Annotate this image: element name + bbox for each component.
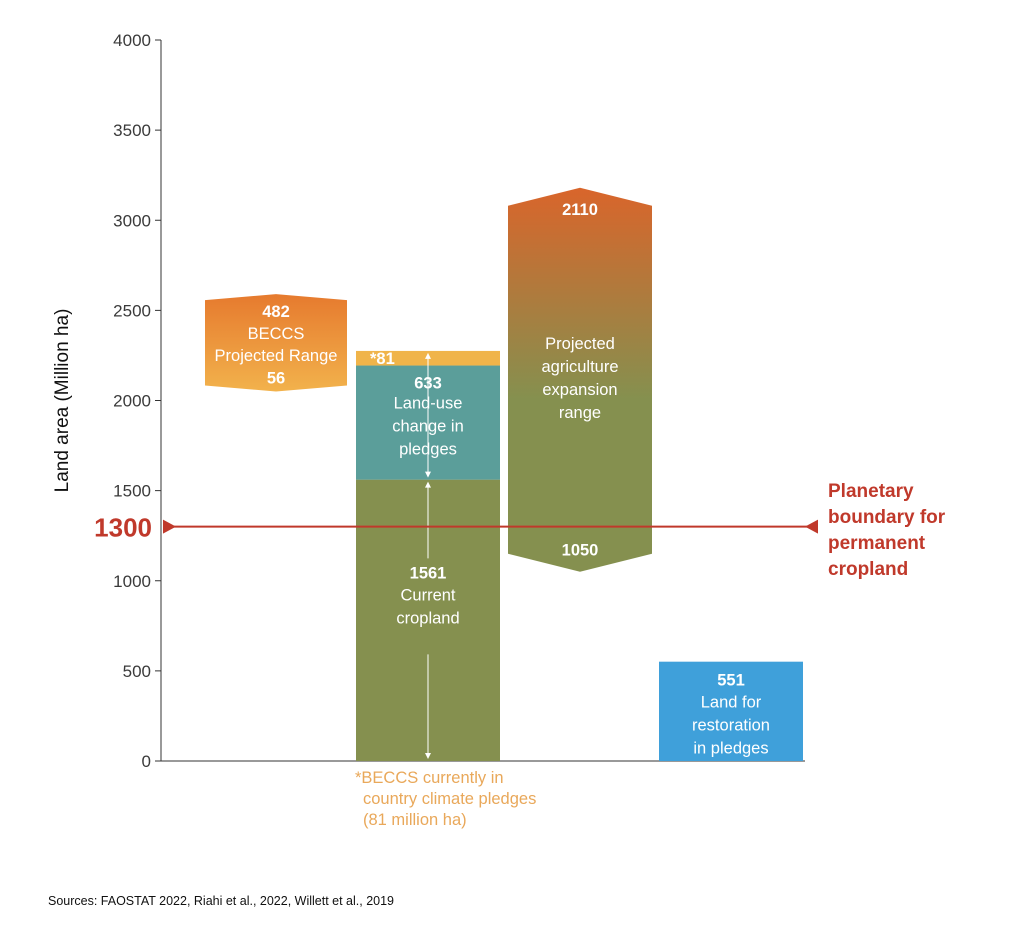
agri-label: range <box>559 404 601 422</box>
y-tick-label: 3500 <box>113 121 151 140</box>
arrow-head <box>425 753 431 759</box>
beccs-range-bar <box>205 294 347 392</box>
boundary-arrow-right <box>805 519 818 534</box>
restoration-bar <box>659 661 803 761</box>
arrow-head <box>425 471 431 478</box>
boundary-label: Planetary <box>828 481 914 502</box>
restoration-label: restoration <box>692 717 770 735</box>
footnote-line: *BECCS currently in <box>355 769 504 787</box>
agri-label: expansion <box>542 381 617 399</box>
beccs-label: BECCS <box>248 325 305 343</box>
y-tick-label: 1500 <box>113 482 151 501</box>
boundary-value: 1300 <box>94 513 152 543</box>
footnote: *BECCS currently in country climate pledg… <box>355 769 536 829</box>
footnote-line: country climate pledges <box>363 790 536 808</box>
y-tick-label: 500 <box>123 662 151 681</box>
bar-labels: 482 BECCS Projected Range 56 1561 Current crop… <box>215 201 770 759</box>
boundary-arrow-left <box>163 519 176 534</box>
restoration-value: 551 <box>717 672 745 690</box>
agri-range-bar <box>508 187 652 572</box>
source-note: Sources: FAOSTAT 2022, Riahi et al., 202… <box>48 894 394 908</box>
restoration-label: Land for <box>701 694 762 712</box>
footnote-line: (81 million ha) <box>363 811 467 829</box>
beccs-min-value: 56 <box>267 369 285 387</box>
planetary-boundary: 1300 Planetary boundary for permanent cropla… <box>94 481 946 580</box>
bars <box>205 187 803 761</box>
boundary-label: cropland <box>828 559 908 580</box>
agri-label: agriculture <box>541 358 618 376</box>
y-axis-title: Land area (Million ha) <box>52 309 73 493</box>
beccs-pledged-value: *81 <box>370 350 395 368</box>
arrow-head <box>425 352 431 359</box>
agri-max-value: 2110 <box>562 201 598 219</box>
y-tick-label: 2500 <box>113 301 151 320</box>
boundary-label: permanent <box>828 533 926 554</box>
y-tick-label: 3000 <box>113 211 151 230</box>
y-tick-label: 2000 <box>113 392 151 411</box>
y-axis: 0 500 1000 1500 2000 2500 3000 3500 4000 Land are… <box>52 31 805 771</box>
beccs-label: Projected Range <box>215 347 338 365</box>
beccs-max-value: 482 <box>262 303 290 321</box>
cropland-value: 1561 <box>410 564 447 582</box>
restoration-label: in pledges <box>693 740 768 758</box>
cropland-label: Current <box>400 586 455 604</box>
y-tick-label: 0 <box>142 752 151 771</box>
boundary-label: boundary for <box>828 507 946 528</box>
y-tick-label: 1000 <box>113 572 151 591</box>
y-tick-label: 4000 <box>113 31 151 50</box>
cropland-label: cropland <box>396 609 459 627</box>
agri-label: Projected <box>545 335 615 353</box>
agri-min-value: 1050 <box>562 542 599 560</box>
arrow-head <box>425 481 431 488</box>
